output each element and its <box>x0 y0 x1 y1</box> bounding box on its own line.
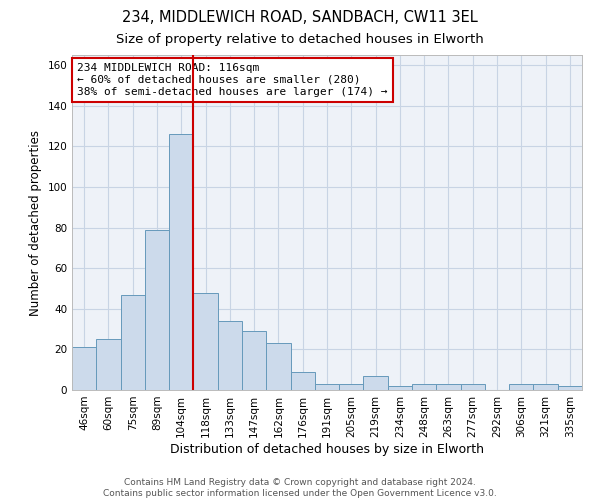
Bar <box>266 344 290 390</box>
Bar <box>339 384 364 390</box>
Bar <box>558 386 582 390</box>
Bar <box>315 384 339 390</box>
Bar <box>533 384 558 390</box>
Bar <box>169 134 193 390</box>
Bar <box>290 372 315 390</box>
Text: 234 MIDDLEWICH ROAD: 116sqm
← 60% of detached houses are smaller (280)
38% of se: 234 MIDDLEWICH ROAD: 116sqm ← 60% of det… <box>77 64 388 96</box>
Y-axis label: Number of detached properties: Number of detached properties <box>29 130 42 316</box>
Bar <box>96 339 121 390</box>
Bar <box>193 292 218 390</box>
Bar <box>509 384 533 390</box>
Text: Contains HM Land Registry data © Crown copyright and database right 2024.
Contai: Contains HM Land Registry data © Crown c… <box>103 478 497 498</box>
Text: Size of property relative to detached houses in Elworth: Size of property relative to detached ho… <box>116 32 484 46</box>
Bar <box>461 384 485 390</box>
Bar <box>121 294 145 390</box>
Bar <box>364 376 388 390</box>
Bar <box>388 386 412 390</box>
Bar <box>72 348 96 390</box>
Text: 234, MIDDLEWICH ROAD, SANDBACH, CW11 3EL: 234, MIDDLEWICH ROAD, SANDBACH, CW11 3EL <box>122 10 478 25</box>
Bar <box>242 331 266 390</box>
Bar <box>218 321 242 390</box>
X-axis label: Distribution of detached houses by size in Elworth: Distribution of detached houses by size … <box>170 442 484 456</box>
Bar <box>412 384 436 390</box>
Bar <box>145 230 169 390</box>
Bar <box>436 384 461 390</box>
